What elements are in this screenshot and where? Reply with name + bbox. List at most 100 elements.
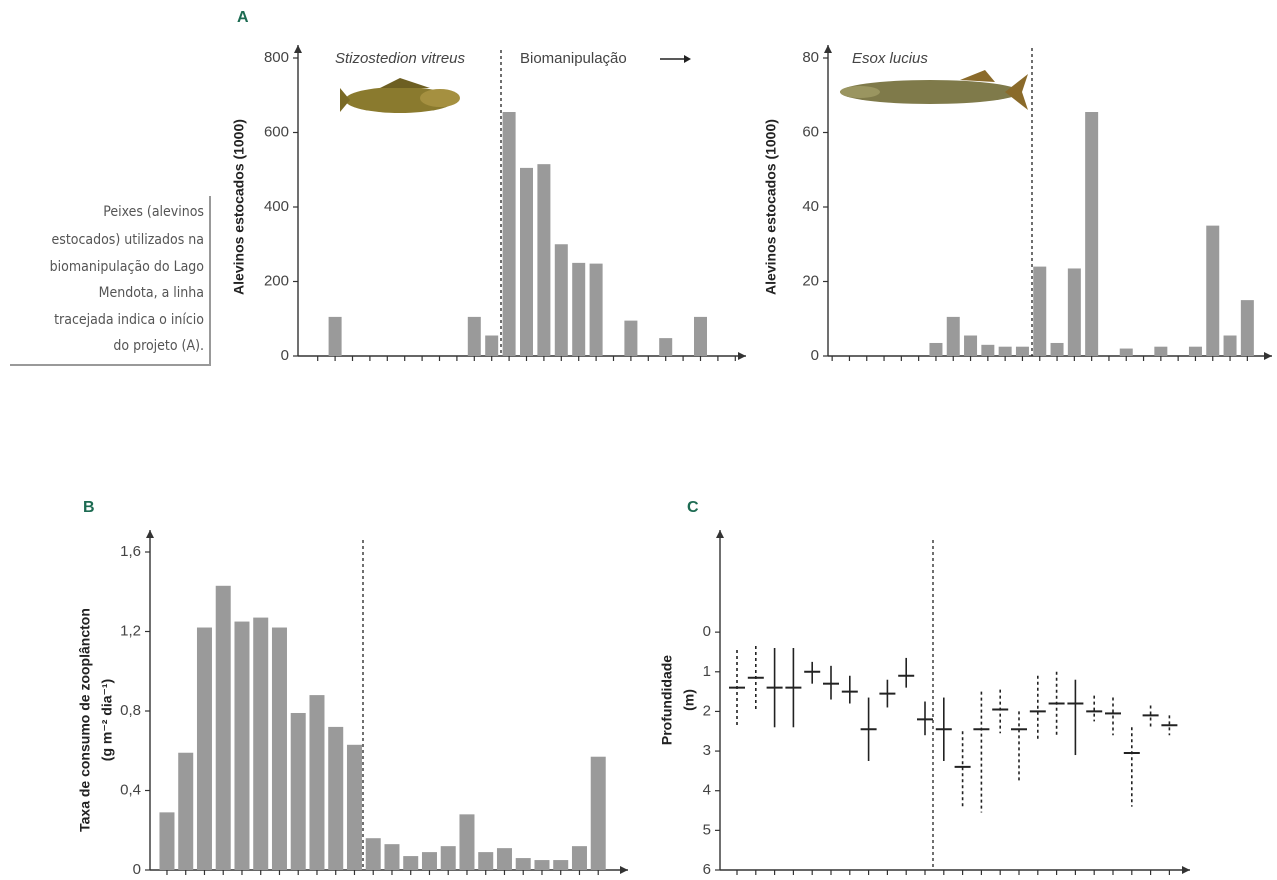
bar <box>1224 336 1237 356</box>
bar <box>197 628 212 870</box>
bar <box>159 812 174 870</box>
bar <box>272 628 287 870</box>
bar <box>572 263 585 356</box>
y-axis-label: Alevinos estocados (1000) <box>763 119 779 295</box>
caption-line: Peixes (alevinos <box>103 204 204 220</box>
y-axis-arrow <box>716 530 724 538</box>
bar <box>1085 112 1098 356</box>
bar <box>572 846 587 870</box>
y-tick-label: 5 <box>703 821 711 838</box>
y-tick-label: 400 <box>264 198 289 215</box>
bar <box>694 317 707 356</box>
y-tick-label: 20 <box>802 272 819 289</box>
y-tick-label: 800 <box>264 49 289 66</box>
bar <box>999 347 1012 356</box>
bar <box>216 586 231 870</box>
annotation: Stizostedion vitreus <box>335 50 466 67</box>
y-tick-label: 1,6 <box>120 543 141 560</box>
y-tick-label: 2 <box>703 702 711 719</box>
bar <box>253 618 268 870</box>
y-tick-label: 80 <box>802 49 819 66</box>
y-axis-label: Alevinos estocados (1000) <box>231 119 247 295</box>
chart: 0 1 2 3 4 5 6 C Profundidade (m) <box>659 499 1190 878</box>
caption-line: do projeto (A). <box>113 338 204 354</box>
bar <box>497 848 512 870</box>
y-axis-label: (g m⁻² dia⁻¹) <box>99 679 115 761</box>
y-axis-label: Profundidade <box>659 655 675 745</box>
bar <box>441 846 456 870</box>
bar <box>347 745 362 870</box>
bar <box>1051 343 1064 356</box>
panel-label: A <box>237 9 249 26</box>
y-tick-label: 0 <box>281 347 289 364</box>
x-axis-arrow <box>620 866 628 874</box>
bar <box>503 112 516 356</box>
bar <box>1241 300 1254 356</box>
bar <box>366 838 381 870</box>
bar <box>591 757 606 870</box>
fish-walleye <box>340 78 460 113</box>
caption-line: estocados) utilizados na <box>52 232 205 248</box>
x-axis-arrow <box>1182 866 1190 874</box>
y-tick-label: 4 <box>703 782 711 799</box>
y-tick-label: 6 <box>703 861 711 878</box>
y-tick-label: 0 <box>811 347 819 364</box>
bar <box>1206 226 1219 356</box>
bar <box>553 860 568 870</box>
bar <box>234 622 249 870</box>
bar <box>1016 347 1029 356</box>
y-tick-label: 1,2 <box>120 622 141 639</box>
bar <box>1154 347 1167 356</box>
annotation: Esox lucius <box>852 50 928 67</box>
arrow-head <box>684 55 691 63</box>
y-tick-label: 60 <box>802 123 819 140</box>
bar <box>1068 268 1081 356</box>
bar <box>422 852 437 870</box>
bar <box>485 336 498 356</box>
bar <box>328 727 343 870</box>
bar <box>964 336 977 356</box>
y-tick-label: 3 <box>703 742 711 759</box>
y-tick-label: 600 <box>264 123 289 140</box>
bar <box>384 844 399 870</box>
bar <box>1120 349 1133 356</box>
y-axis-label: Taxa de consumo de zooplâncton <box>77 608 93 832</box>
y-axis-arrow <box>294 45 302 53</box>
bar <box>329 317 342 356</box>
y-axis-arrow <box>146 530 154 538</box>
bar <box>929 343 942 356</box>
figure: Peixes (alevinos estocados) utilizados n… <box>0 0 1277 880</box>
bar <box>459 814 474 870</box>
panel-label: C <box>687 499 699 516</box>
caption: Peixes (alevinos estocados) utilizados n… <box>10 196 210 365</box>
bar <box>537 164 550 356</box>
bar <box>520 168 533 356</box>
y-tick-label: 0 <box>133 861 141 878</box>
annotation: Biomanipulação <box>520 50 627 67</box>
bar <box>178 753 193 870</box>
bar <box>947 317 960 356</box>
y-tick-label: 40 <box>802 198 819 215</box>
bar <box>478 852 493 870</box>
caption-line: tracejada indica o início <box>54 312 204 328</box>
bar <box>403 856 418 870</box>
bar <box>309 695 324 870</box>
fish-pike <box>840 70 1028 110</box>
y-tick-label: 0,8 <box>120 702 141 719</box>
y-tick-label: 0 <box>703 623 711 640</box>
x-axis-arrow <box>1264 352 1272 360</box>
bar <box>291 713 306 870</box>
bar <box>534 860 549 870</box>
bar <box>555 244 568 356</box>
bar <box>590 264 603 356</box>
bar <box>468 317 481 356</box>
y-tick-label: 1 <box>703 663 711 680</box>
y-tick-label: 0,4 <box>120 781 141 798</box>
bar <box>516 858 531 870</box>
bar <box>1033 267 1046 356</box>
y-axis-label: (m) <box>681 689 697 711</box>
caption-line: biomanipulação do Lago <box>50 259 205 275</box>
y-axis-arrow <box>824 45 832 53</box>
